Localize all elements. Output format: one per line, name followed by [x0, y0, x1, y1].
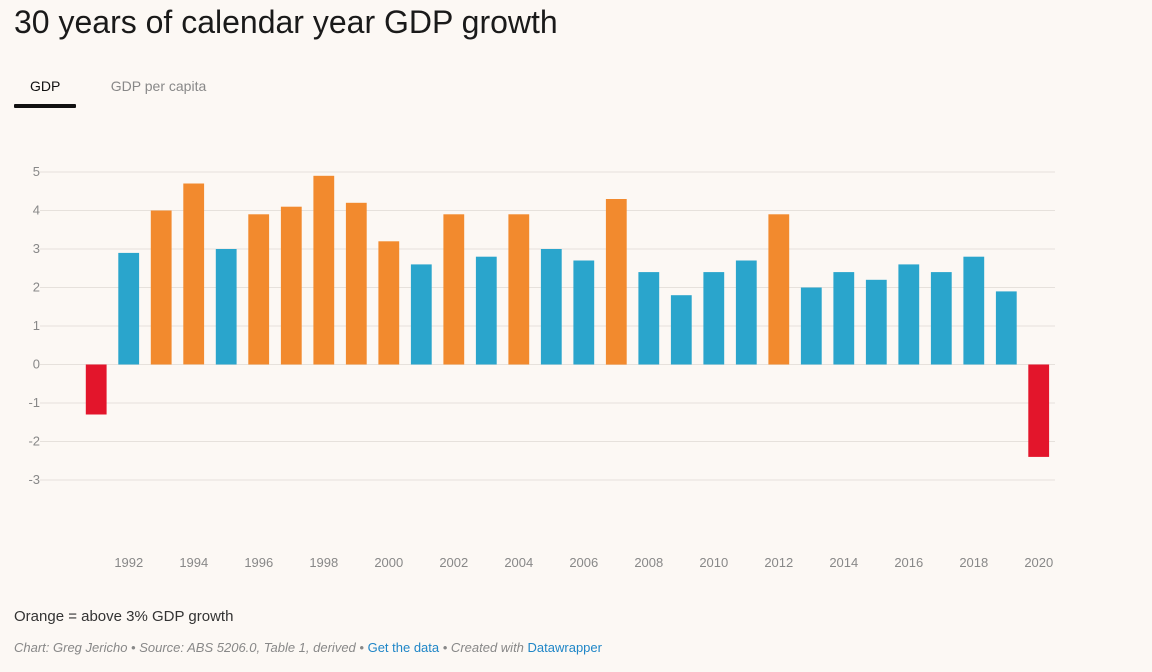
x-tick-label: 2004: [504, 555, 533, 570]
tab-gdp[interactable]: GDP: [14, 74, 77, 108]
x-tick-label: 2010: [699, 555, 728, 570]
x-tick-label: 2016: [894, 555, 923, 570]
bar-1996[interactable]: [248, 214, 270, 365]
x-tick-label: 1994: [179, 555, 208, 570]
bar-1991[interactable]: [85, 364, 107, 415]
bar-1994[interactable]: [183, 183, 205, 365]
tab-bar: GDP GDP per capita: [14, 74, 236, 116]
x-tick-label: 2020: [1024, 555, 1053, 570]
bar-2018[interactable]: [963, 256, 985, 365]
chart-footnote: Orange = above 3% GDP growth: [14, 608, 234, 625]
x-tick-label: 2002: [439, 555, 468, 570]
x-tick-label: 2006: [569, 555, 598, 570]
datawrapper-link[interactable]: Datawrapper: [527, 640, 602, 655]
bar-2014[interactable]: [833, 272, 855, 365]
x-tick-label: 1992: [114, 555, 143, 570]
y-tick-label: -2: [28, 434, 40, 449]
x-tick-label: 2000: [374, 555, 403, 570]
y-tick-label: 3: [33, 241, 40, 256]
y-tick-label: 0: [33, 357, 40, 372]
bar-2019[interactable]: [995, 291, 1017, 365]
bar-2001[interactable]: [410, 264, 432, 365]
chart-credits: Chart: Greg Jericho • Source: ABS 5206.0…: [14, 640, 602, 655]
bar-1992[interactable]: [118, 252, 140, 365]
y-tick-label: 1: [33, 318, 40, 333]
bar-2007[interactable]: [605, 199, 627, 365]
bar-2006[interactable]: [573, 260, 595, 365]
bar-2012[interactable]: [768, 214, 790, 365]
bar-2011[interactable]: [735, 260, 757, 365]
x-tick-label: 2012: [764, 555, 793, 570]
y-tick-label: -3: [28, 472, 40, 487]
x-tick-label: 2014: [829, 555, 858, 570]
bar-2009[interactable]: [670, 295, 692, 365]
y-tick-label: 4: [33, 203, 40, 218]
x-tick-label: 2018: [959, 555, 988, 570]
bar-2008[interactable]: [638, 272, 660, 365]
bar-2020[interactable]: [1028, 364, 1050, 457]
bar-2010[interactable]: [703, 272, 725, 365]
bar-1997[interactable]: [280, 206, 302, 365]
credits-source: Chart: Greg Jericho • Source: ABS 5206.0…: [14, 640, 364, 655]
y-tick-label: 5: [33, 164, 40, 179]
bar-2013[interactable]: [800, 287, 822, 365]
bar-2002[interactable]: [443, 214, 465, 365]
y-tick-label: -1: [28, 395, 40, 410]
bars: [85, 175, 1050, 457]
bar-chart: 5 4 3 2 1 0 -1 -2 -3 1992 1994 1996 1998 2000 2002 200…: [28, 164, 1055, 570]
credits-created-with: • Created with: [442, 640, 524, 655]
x-axis-labels: 1992 1994 1996 1998 2000 2002 2004 2006 2008 2010…: [114, 555, 1053, 570]
chart-title: 30 years of calendar year GDP growth: [14, 4, 558, 40]
x-tick-label: 2008: [634, 555, 663, 570]
bar-2016[interactable]: [898, 264, 920, 365]
bar-2000[interactable]: [378, 241, 400, 365]
bar-2015[interactable]: [865, 279, 887, 365]
bar-1995[interactable]: [215, 249, 237, 365]
x-tick-label: 1996: [244, 555, 273, 570]
get-data-link[interactable]: Get the data: [367, 640, 440, 655]
bar-1999[interactable]: [345, 202, 367, 365]
bar-1993[interactable]: [150, 210, 172, 365]
tab-gdp-per-capita[interactable]: GDP per capita: [110, 78, 207, 94]
bar-2003[interactable]: [475, 256, 497, 365]
bar-1998[interactable]: [313, 175, 335, 365]
y-axis-labels: 5 4 3 2 1 0 -1 -2 -3: [28, 164, 40, 487]
bar-2004[interactable]: [508, 214, 530, 365]
x-tick-label: 1998: [309, 555, 338, 570]
y-tick-label: 2: [33, 280, 40, 295]
bar-2017[interactable]: [930, 272, 952, 365]
bar-2005[interactable]: [540, 249, 562, 365]
